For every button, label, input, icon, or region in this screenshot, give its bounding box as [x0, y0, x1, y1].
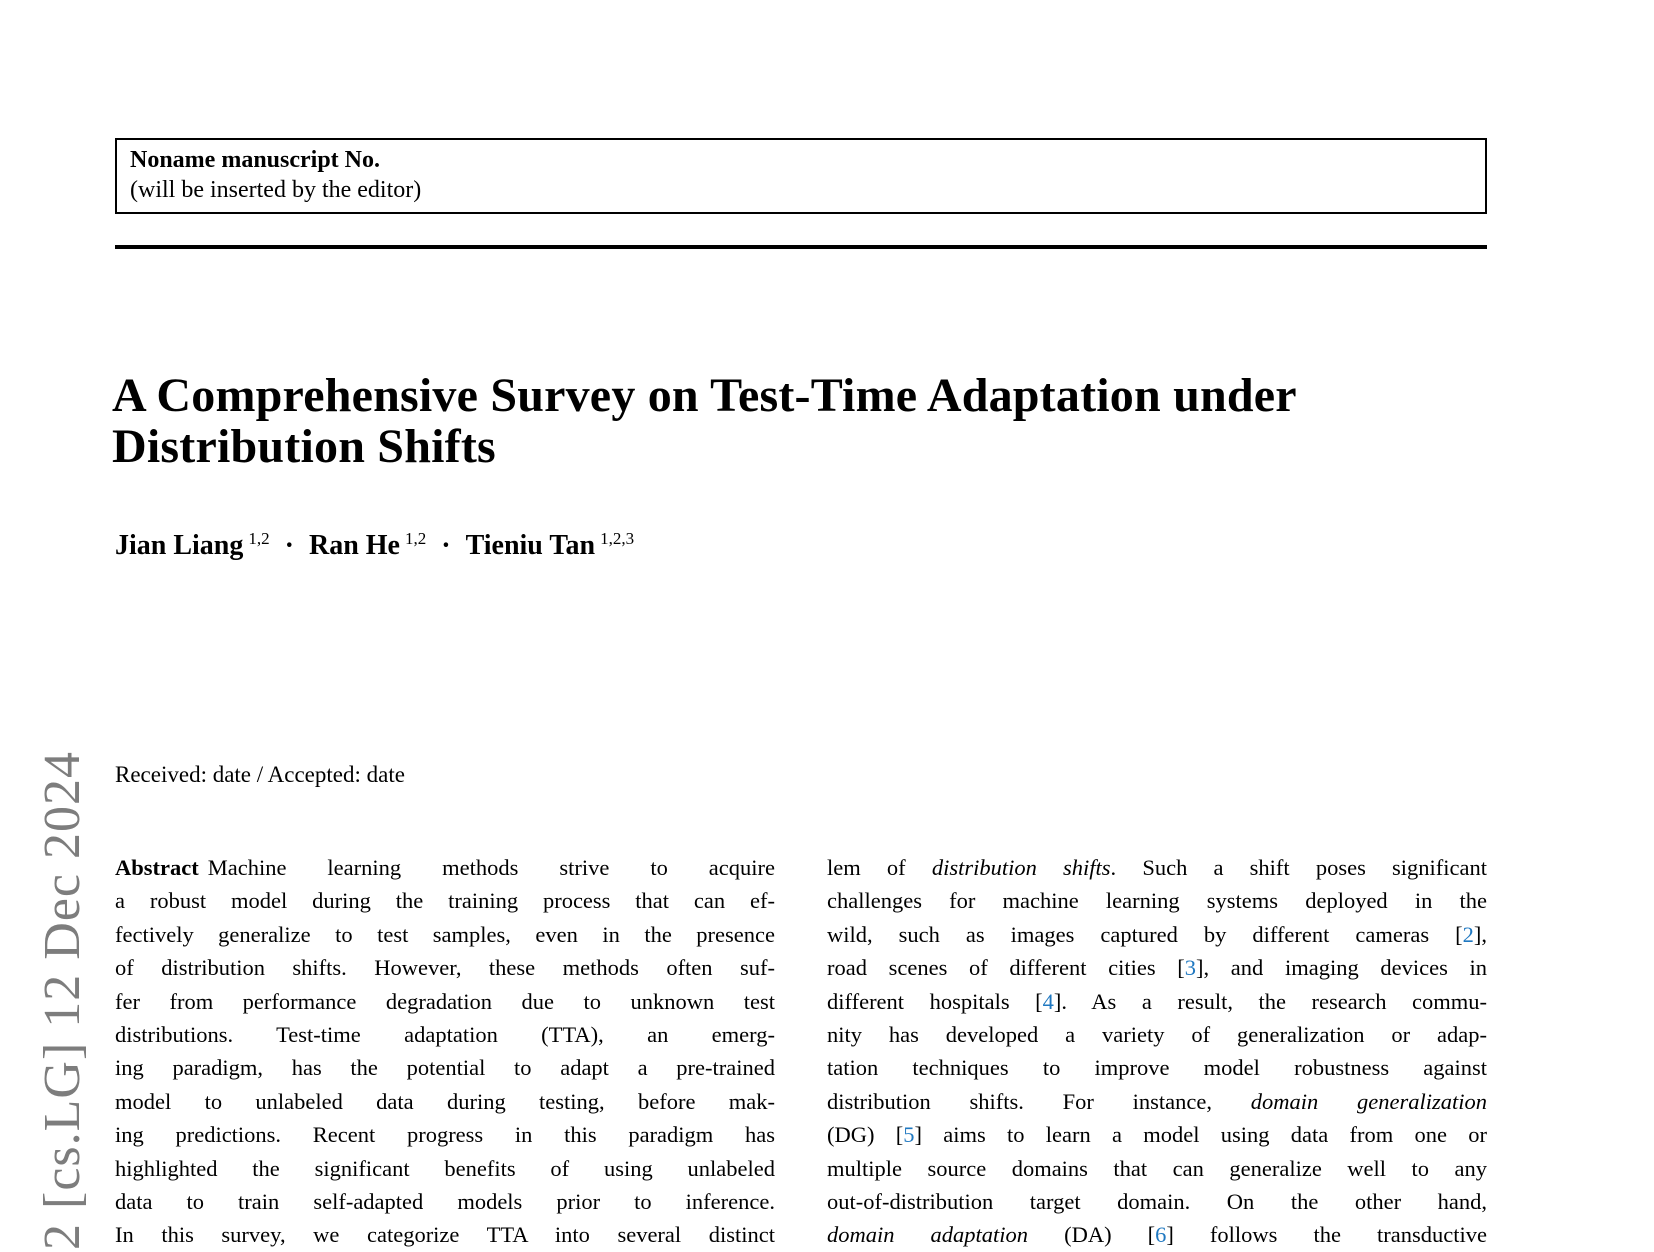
manuscript-no-text: Noname manuscript No.: [130, 147, 380, 173]
text-run: ] aims to learn a model using data from …: [914, 1122, 1488, 1148]
header-rule: [115, 245, 1487, 249]
text-line: tation techniques to improve model robus…: [827, 1051, 1487, 1084]
italic-term: domain generalization: [1250, 1088, 1487, 1114]
text-line: highlighted the significant benefits of …: [115, 1152, 775, 1185]
text-run: different hospitals [: [827, 988, 1043, 1014]
text-run: of distribution shifts. However, these m…: [115, 955, 775, 981]
text-run: (DG) [: [827, 1122, 904, 1148]
text-line: wild, such as images captured by differe…: [827, 918, 1487, 951]
author-separator-icon: ·: [284, 530, 294, 561]
text-line: multiple source domains that can general…: [827, 1152, 1487, 1185]
text-run: ]. As a result, the research commu-: [1053, 988, 1487, 1014]
citation-link[interactable]: 4: [1042, 988, 1054, 1014]
arxiv-watermark: 2 [cs.LG] 12 Dec 2024: [34, 751, 91, 1250]
text-run: model to unlabeled data during testing, …: [115, 1088, 775, 1114]
text-run: a robust model during the training proce…: [115, 888, 775, 914]
right-column: lem of distribution shifts. Such a shift…: [827, 851, 1487, 1252]
paper-title: A Comprehensive Survey on Test-Time Adap…: [112, 370, 1492, 472]
author-affiliation-superscript: 1,2: [248, 529, 270, 548]
text-line: In this survey, we categorize TTA into s…: [115, 1218, 775, 1251]
authors-line: Jian Liang 1,2 · Ran He 1,2 · Tieniu Tan 1,2,3: [115, 528, 634, 567]
text-run: distribution shifts. For instance,: [827, 1088, 1251, 1114]
text-run: distributions. Test-time adaptation (TTA…: [115, 1021, 775, 1047]
text-run: fectively generalize to test samples, ev…: [115, 921, 775, 947]
text-run: fer from performance degradation due to …: [115, 988, 775, 1014]
author-affiliation-superscript: 1,2: [404, 529, 427, 548]
text-run: multiple source domains that can general…: [827, 1155, 1487, 1181]
text-run: ], and imaging devices in: [1196, 955, 1487, 981]
text-run: data to train self-adapted models prior …: [115, 1188, 775, 1214]
italic-term: distribution shifts: [931, 855, 1111, 880]
citation-link[interactable]: 3: [1184, 955, 1197, 981]
paper-title-line-2: Distribution Shifts: [112, 420, 496, 473]
text-line: data to train self-adapted models prior …: [115, 1185, 775, 1218]
text-line: distributions. Test-time adaptation (TTA…: [115, 1018, 775, 1051]
text-line: a robust model during the training proce…: [115, 884, 775, 917]
text-run: tation techniques to improve model robus…: [827, 1055, 1487, 1081]
text-run: . Such a shift poses significant: [1110, 855, 1487, 880]
citation-link[interactable]: 5: [903, 1122, 915, 1148]
text-line: out-of-distribution target domain. On th…: [827, 1185, 1487, 1218]
text-line: challenges for machine learning systems …: [827, 884, 1487, 917]
manuscript-header-box: Noname manuscript No. (will be inserted …: [115, 138, 1487, 214]
text-line: lem of distribution shifts. Such a shift…: [827, 851, 1487, 884]
received-accepted-line: Received: date / Accepted: date: [115, 762, 405, 787]
text-run: wild, such as images captured by differe…: [827, 921, 1463, 947]
paper-title-line-1: A Comprehensive Survey on Test-Time Adap…: [112, 369, 1297, 422]
text-line: nity has developed a variety of generali…: [827, 1018, 1487, 1051]
text-line: distribution shifts. For instance, domai…: [827, 1085, 1487, 1118]
text-line: (DG) [5] aims to learn a model using dat…: [827, 1118, 1487, 1151]
text-run: ing paradigm, has the potential to adapt…: [115, 1055, 775, 1081]
text-line: fectively generalize to test samples, ev…: [115, 918, 775, 951]
text-run: highlighted the significant benefits of …: [115, 1155, 775, 1181]
text-line: of distribution shifts. However, these m…: [115, 951, 775, 984]
text-line: fer from performance degradation due to …: [115, 985, 775, 1018]
author-name: Jian Liang: [115, 530, 244, 561]
italic-term: domain adaptation: [827, 1222, 1029, 1248]
text-line: domain adaptation (DA) [6] follows the t…: [827, 1218, 1487, 1251]
abstract-label: Abstract: [115, 855, 199, 880]
text-run: nity has developed a variety of generali…: [827, 1021, 1487, 1047]
citation-link[interactable]: 2: [1462, 921, 1474, 947]
text-run: ],: [1473, 921, 1487, 947]
manuscript-editor-note: (will be inserted by the editor): [130, 177, 422, 203]
abstract-columns: Abstract Machine learning methods strive …: [115, 851, 1487, 1252]
text-run: lem of: [827, 855, 932, 880]
author-name: Tieniu Tan: [465, 530, 596, 561]
text-run: challenges for machine learning systems …: [827, 888, 1487, 914]
text-line: model to unlabeled data during testing, …: [115, 1085, 775, 1118]
text-line: different hospitals [4]. As a result, th…: [827, 985, 1487, 1018]
text-run: out-of-distribution target domain. On th…: [827, 1188, 1487, 1214]
author-separator-icon: ·: [441, 530, 451, 561]
text-line: road scenes of different cities [3], and…: [827, 951, 1487, 984]
text-line: ing predictions. Recent progress in this…: [115, 1118, 775, 1151]
author-affiliation-superscript: 1,2,3: [600, 529, 635, 548]
author-name: Ran He: [308, 530, 400, 561]
text-run: road scenes of different cities [: [827, 955, 1185, 981]
text-run: ] follows the transductive: [1166, 1222, 1487, 1248]
text-run: In this survey, we categorize TTA into s…: [115, 1222, 775, 1248]
text-line: Abstract Machine learning methods strive …: [115, 851, 775, 884]
text-run: (DA) [: [1028, 1222, 1156, 1248]
citation-link[interactable]: 6: [1155, 1222, 1167, 1248]
text-run: ing predictions. Recent progress in this…: [115, 1122, 775, 1148]
text-run: Machine learning methods strive to acqui…: [207, 855, 775, 880]
left-column: Abstract Machine learning methods strive …: [115, 851, 775, 1252]
text-line: ing paradigm, has the potential to adapt…: [115, 1051, 775, 1084]
